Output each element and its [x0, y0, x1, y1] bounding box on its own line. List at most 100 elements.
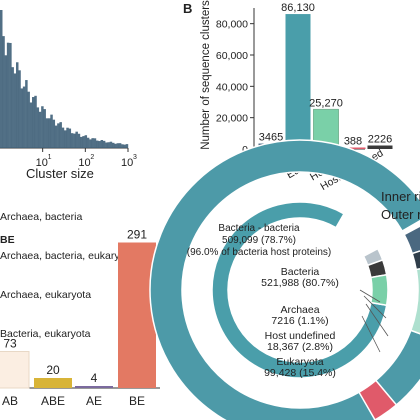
histogram-bar: [2, 36, 5, 149]
histogram-bar: [57, 123, 60, 148]
panel-b-y-tick-label: 60,000: [216, 50, 248, 62]
panel-c-legend: Archaea, bacteria BE Archaea, bacteria, eu…: [0, 211, 134, 340]
histogram-bar: [13, 73, 17, 148]
donut-leader-line: [365, 303, 389, 337]
panel-c-legend-text: Archaea, bacteria, eukaryota: [0, 250, 134, 262]
panel-c-category-label: BE: [129, 394, 145, 408]
histogram-bar: [20, 88, 24, 148]
panel-b-value-label: 388: [344, 136, 362, 148]
panel-c-bar-ae: [75, 386, 113, 388]
histogram-bar: [102, 140, 106, 148]
histogram-bar: [22, 86, 26, 148]
outer-label-value: 509,099 (78.7%): [222, 235, 296, 246]
histogram-bar: [109, 141, 113, 148]
panel-c-bars: 73 AB 20 ABE 4 AE 291 BE: [0, 228, 160, 408]
histogram-tick-exponent: 2: [90, 154, 94, 161]
histogram-bar: [48, 118, 51, 148]
histogram-bar: [61, 127, 65, 148]
histogram-tick-label: 10: [121, 157, 133, 169]
histogram-bar: [43, 109, 46, 148]
inner-label-value: 521,988 (80.7%): [261, 277, 339, 289]
panel-b-value-label: 25,270: [309, 97, 343, 109]
histogram-bar: [34, 95, 37, 148]
panel-c-category-label: AE: [86, 394, 102, 408]
histogram-bar: [82, 136, 85, 148]
histogram-bar: [38, 111, 42, 148]
histogram-tick-exponent: 3: [133, 154, 137, 161]
histogram-tick-exponent: 1: [48, 154, 52, 161]
panel-a-histogram: 10 1 10 2 10 3 Cluster size: [0, 10, 137, 181]
histogram-bar: [114, 143, 117, 148]
inner-label-value: 99,428 (15.4%): [264, 367, 336, 379]
panel-b-y-axis-label: Number of sequence clusters: [200, 0, 212, 150]
inner-label-title: Archaea: [280, 304, 319, 316]
histogram-bar: [77, 133, 81, 148]
histogram-bar: [93, 138, 97, 148]
histogram-bar: [50, 114, 53, 148]
histogram-bar: [59, 122, 62, 148]
histogram-bar: [45, 118, 49, 148]
panel-c-category-label: ABE: [41, 394, 65, 408]
histogram-bar: [80, 136, 83, 148]
panel-c-legend-text: Archaea, eukaryota: [0, 289, 91, 301]
histogram-bar: [70, 133, 74, 148]
histogram-bar: [112, 142, 115, 148]
histogram-bar: [6, 42, 10, 149]
histogram-tick-label: 10: [36, 157, 48, 169]
inner-label-title: Bacteria: [281, 266, 320, 278]
histogram-bar: [64, 130, 67, 148]
histogram-bar: [98, 141, 101, 148]
outer-ring-slice-heterohost: [357, 379, 398, 420]
panel-b-value-label: 86,130: [281, 2, 315, 14]
histogram-bar: [116, 143, 120, 148]
panel-b-bar-heterohost: [340, 147, 366, 149]
histogram-bar: [123, 144, 126, 148]
histogram-bar: [96, 140, 99, 148]
histogram-bar: [84, 135, 88, 148]
histogram-bar: [11, 67, 14, 148]
inner-ring-bacteria: [211, 201, 388, 379]
panel-c-legend-text: Bacteria, eukaryota: [0, 328, 91, 340]
panel-c-category-label: AB: [2, 394, 18, 408]
histogram-bars: [0, 10, 129, 149]
panel-c-bar-ab: [0, 351, 30, 389]
histogram-bar: [121, 144, 124, 148]
histogram-bar: [125, 144, 129, 148]
histogram-bar: [89, 139, 92, 148]
histogram-bar: [29, 102, 33, 148]
histogram-bar: [18, 70, 21, 148]
outer-ring-bacteria-bacteria: [149, 139, 420, 420]
histogram-bar: [41, 106, 44, 148]
panel-c-value-label: 20: [46, 363, 60, 377]
panel-b-y-tick-label: 40,000: [216, 81, 248, 93]
histogram-bar: [16, 62, 19, 148]
histogram-bar: [32, 97, 35, 148]
histogram-x-axis-label: Cluster size: [26, 166, 94, 181]
histogram-bar: [73, 133, 76, 148]
panel-c-bar-chart: Archaea, bacteria BE Archaea, bacteria, eu…: [0, 211, 160, 408]
inner-label-title: Host undefined: [265, 330, 336, 342]
outer-label-title: Bacteria - bacteria: [218, 223, 300, 234]
panel-b-bar-bacteria: [285, 14, 311, 149]
histogram-bar: [68, 128, 72, 148]
histogram-bar: [36, 107, 40, 148]
donut-leader-line: [363, 295, 387, 319]
histogram-bar: [107, 142, 110, 148]
ring-label-outer: Outer ri: [381, 207, 420, 222]
panel-c-value-label: 291: [127, 228, 147, 242]
panel-c-legend-text: Archaea, bacteria: [0, 211, 82, 223]
histogram-bar: [118, 143, 122, 148]
panel-c-value-label: 73: [3, 337, 17, 351]
histogram-x-ticks: 10 1 10 2 10 3: [36, 148, 137, 169]
donut-leader-line: [359, 289, 381, 303]
histogram-bar: [105, 142, 108, 148]
histogram-bar: [66, 127, 69, 148]
panel-d-rings: [149, 139, 420, 420]
histogram-tick-label: 10: [78, 157, 90, 169]
histogram-bar: [86, 137, 90, 148]
panel-c-bar-be: [118, 242, 156, 388]
inner-ring-eukaryota: [370, 273, 389, 307]
